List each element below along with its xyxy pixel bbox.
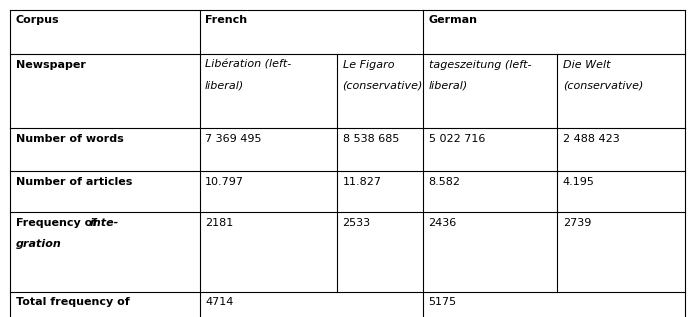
Text: 7 369 495: 7 369 495: [205, 134, 261, 144]
Text: (conservative): (conservative): [563, 80, 643, 90]
Text: Number of articles: Number of articles: [16, 177, 132, 187]
Text: Total frequency of: Total frequency of: [16, 297, 129, 307]
Text: 2436: 2436: [429, 218, 457, 228]
Text: Number of words: Number of words: [16, 134, 124, 144]
Text: gration: gration: [16, 239, 61, 249]
Text: German: German: [429, 15, 477, 25]
Text: 4714: 4714: [205, 297, 233, 307]
Text: 8 538 685: 8 538 685: [343, 134, 399, 144]
Text: 5 022 716: 5 022 716: [429, 134, 485, 144]
Text: Libération (left-: Libération (left-: [205, 60, 291, 70]
Text: tageszeitung (left-: tageszeitung (left-: [429, 60, 531, 70]
Text: Frequency of: Frequency of: [16, 218, 105, 228]
Text: 2181: 2181: [205, 218, 233, 228]
Text: 5175: 5175: [429, 297, 457, 307]
Text: Newspaper: Newspaper: [16, 60, 86, 70]
Text: 2533: 2533: [343, 218, 371, 228]
Text: Le Figaro: Le Figaro: [343, 60, 394, 70]
Text: 4.195: 4.195: [563, 177, 594, 187]
Text: 2739: 2739: [563, 218, 591, 228]
Text: Corpus: Corpus: [16, 15, 59, 25]
Text: (conservative): (conservative): [343, 80, 423, 90]
Text: 10.797: 10.797: [205, 177, 244, 187]
Text: inte-: inte-: [89, 218, 119, 228]
Text: French: French: [205, 15, 247, 25]
Text: liberal): liberal): [205, 80, 244, 90]
Text: Die Welt: Die Welt: [563, 60, 610, 70]
Text: liberal): liberal): [429, 80, 468, 90]
Text: 8.582: 8.582: [429, 177, 461, 187]
Text: 2 488 423: 2 488 423: [563, 134, 619, 144]
Text: 11.827: 11.827: [343, 177, 382, 187]
